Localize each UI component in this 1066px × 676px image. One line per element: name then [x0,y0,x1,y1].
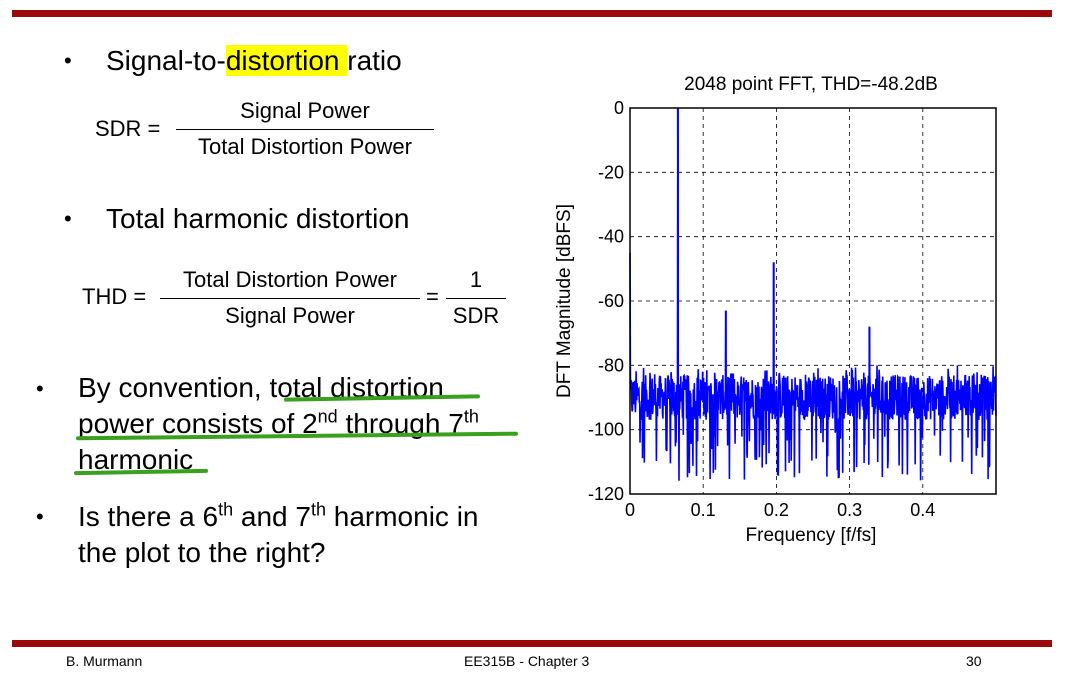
sdr-lhs: SDR = [95,116,161,141]
x-tick-label: 0.3 [837,500,862,520]
chart-trace [629,107,997,481]
bullet-text: By convention, [78,372,270,403]
y-tick-label: -40 [598,227,624,247]
superscript: nd [317,406,338,427]
y-tick-label: -20 [598,162,624,182]
sdr-numerator: Signal Power [240,98,370,123]
bottom-rule [12,640,1052,647]
footer-course: EE315B - Chapter 3 [464,653,590,669]
thd-lhs: THD = [82,284,147,309]
bullet-dot: • [64,206,72,231]
y-axis-label: DFT Magnitude [dBFS] [554,204,575,398]
bullet-dot: • [36,376,44,401]
superscript: th [218,499,234,520]
bullet-question-line2: the plot to the right? [78,537,326,568]
thd-fraction-line [160,298,420,299]
bullet-question-line1: Is there a 6th and 7th harmonic in [78,500,479,534]
bullet-text: harmonic in [325,501,479,532]
y-tick-label: -60 [598,291,624,311]
thd-numerator: Total Distortion Power [183,267,397,292]
thd-denominator-2: SDR [452,303,500,328]
superscript: th [310,499,326,520]
sdr-denominator: Total Distortion Power [198,134,412,159]
chart-title: 2048 point FFT, THD=-48.2dB [684,74,938,95]
footer-author: B. Murmann [66,653,143,669]
bullet-text: Signal-to- [106,45,226,76]
y-tick-label: -100 [588,420,624,440]
bullet-dot: • [36,504,44,529]
y-tick-label: -80 [598,355,624,375]
x-tick-label: 0.4 [910,500,935,520]
superscript: th [463,406,479,427]
bullet-thd-heading: Total harmonic distortion [106,203,410,234]
spectrum-line [629,107,997,481]
y-tick-label: -120 [588,484,624,504]
chart-ticks: 0 0.1 0.2 0.3 0.4 0 -20 -40 -60 -80 -100 -120 [588,98,935,520]
thd-fraction-line-2 [446,298,506,299]
x-tick-label: 0 [625,500,635,520]
bullet-text: and 7 [233,501,311,532]
x-tick-label: 0.1 [691,500,716,520]
y-tick-label: 0 [614,98,624,118]
thd-denominator: Signal Power [225,303,355,328]
top-rule [12,10,1052,17]
x-axis-label: Frequency [f/fs] [746,525,877,546]
bullet-sdr-heading: Signal-to-distortion ratio [106,44,402,78]
bullet-convention-line1: By convention, total distortion [78,371,444,405]
highlighted-word: distortion [225,45,348,76]
bullet-text: ratio [347,45,402,76]
thd-numerator-2: 1 [469,267,483,292]
thd-equals: = [426,284,439,309]
sdr-fraction-line [176,129,434,130]
x-tick-label: 0.2 [764,500,789,520]
bullet-text: Is there a 6 [78,501,219,532]
footer-page-number: 30 [966,653,982,669]
plot-frame [629,107,997,495]
bullet-dot: • [64,48,72,73]
fft-spectrum-chart: 2048 point FFT, THD=-48.2dB 0 0.1 0.2 0.3 0.… [554,74,997,546]
